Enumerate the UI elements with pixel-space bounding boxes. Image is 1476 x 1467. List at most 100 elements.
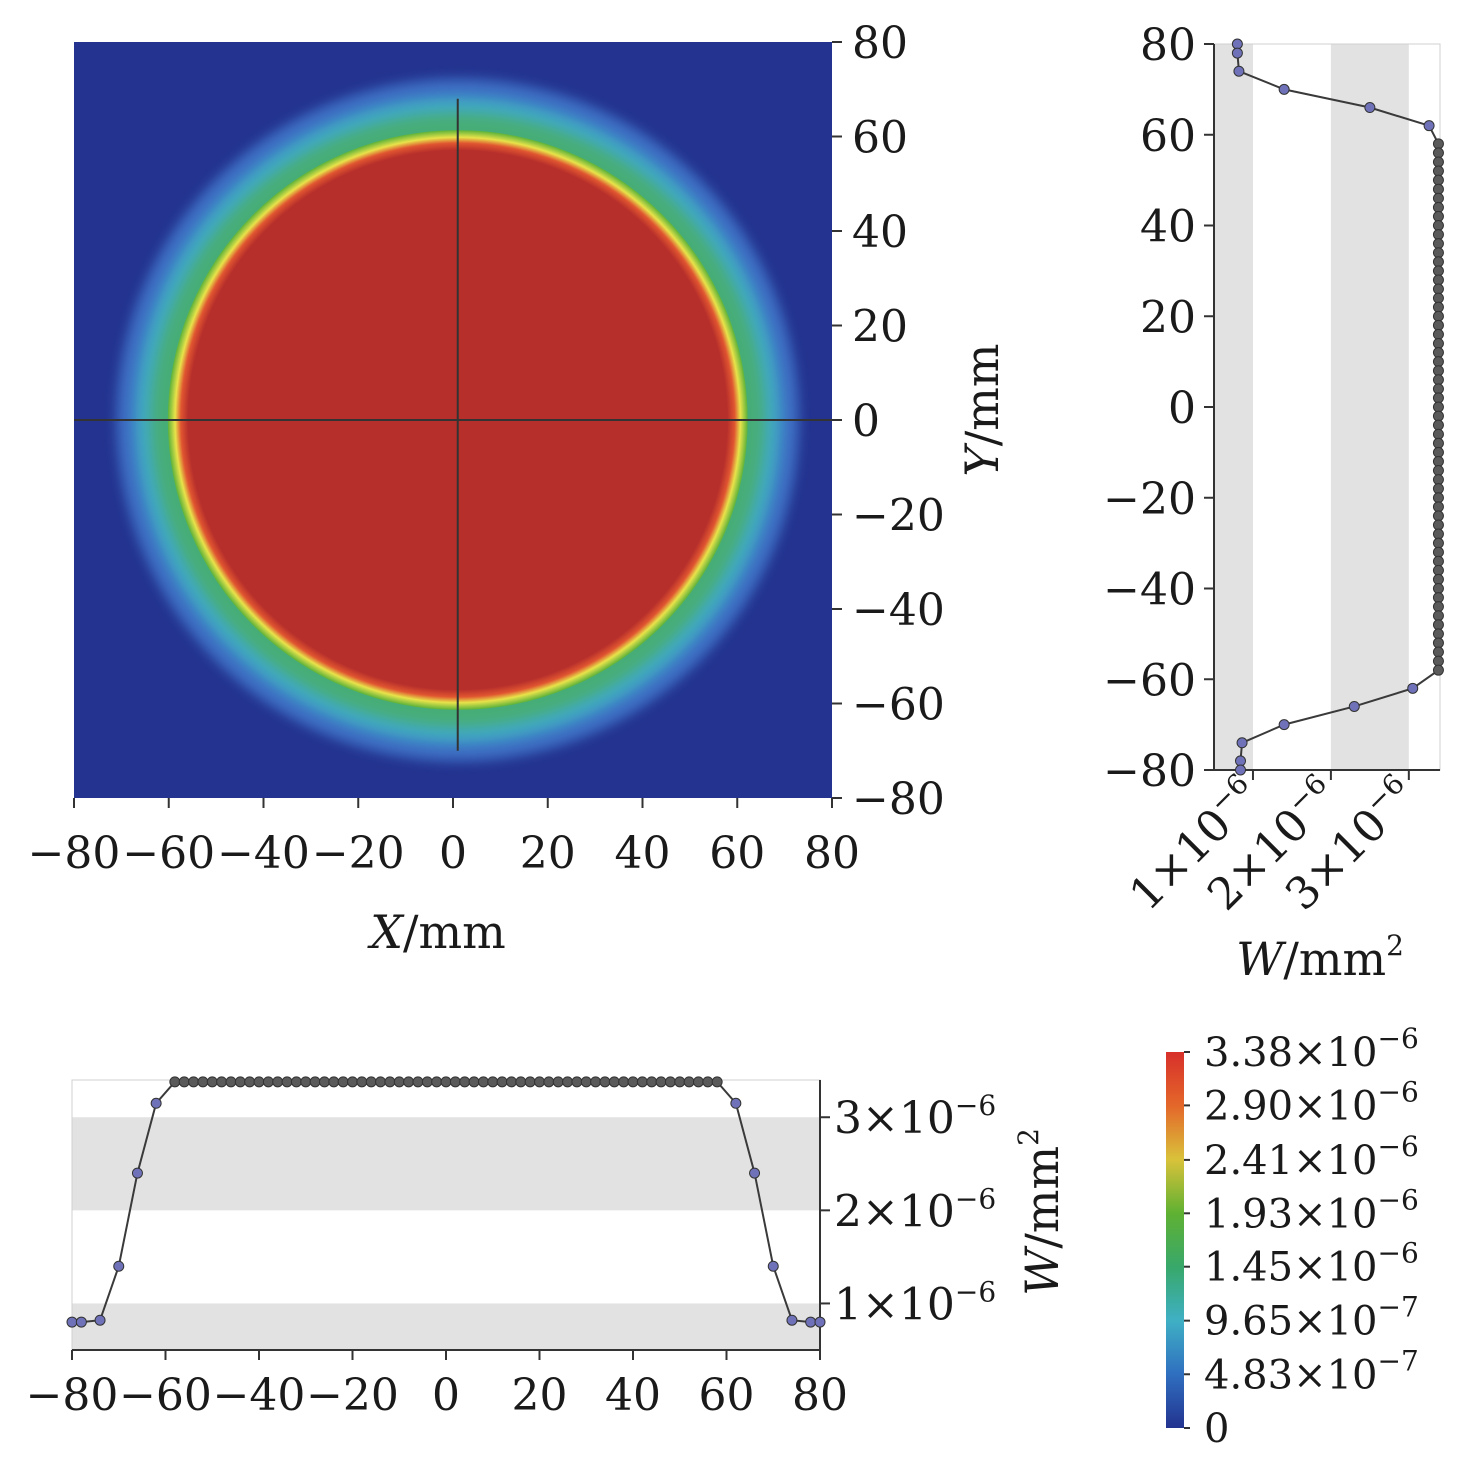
heatmap-y-tick-label: 60 <box>852 113 908 164</box>
horizontal-profile-point <box>253 1076 265 1088</box>
horizontal-profile-point <box>281 1076 293 1088</box>
heatmap-x-ticks: −80 −60 −40 −20 0 20 40 60 80 <box>28 798 860 879</box>
vertical-profile-point <box>1233 65 1245 77</box>
vertical-profile-point <box>1278 719 1290 731</box>
colorbar-label: 1.93×10−6 <box>1204 1183 1419 1237</box>
vertical-profile-point <box>1432 664 1444 676</box>
colorbar-label: 3.38×10−6 <box>1204 1022 1419 1076</box>
horizontal-profile-point <box>562 1076 574 1088</box>
horizontal-profile-point <box>225 1076 237 1088</box>
vertical-profile-points <box>1231 38 1444 776</box>
vertical-profile-point <box>1432 238 1444 250</box>
vertical-profile-point <box>1432 365 1444 377</box>
horizontal-profile-x-tick-label: −60 <box>119 1370 212 1421</box>
colorbar-label: 9.65×10−7 <box>1204 1291 1419 1345</box>
horizontal-profile-point <box>300 1076 312 1088</box>
horizontal-profile-point <box>664 1076 676 1088</box>
heatmap-x-tick-label: 60 <box>709 828 765 879</box>
vertical-profile-point <box>1432 374 1444 386</box>
vertical-profile-point <box>1432 655 1444 667</box>
vertical-profile-y-tick-label: 0 <box>1168 383 1196 434</box>
vertical-profile-point <box>1407 682 1419 694</box>
vertical-profile-y-tick-label: 40 <box>1140 202 1196 253</box>
colorbar-label: 2.41×10−6 <box>1204 1130 1419 1184</box>
horizontal-profile-point <box>534 1076 545 1088</box>
vertical-profile-point <box>1432 192 1444 204</box>
vertical-profile-point <box>1432 555 1444 567</box>
horizontal-profile-x-tick-label: −80 <box>26 1370 119 1421</box>
vertical-profile-point <box>1432 147 1444 159</box>
heatmap-x-tick-label: 80 <box>804 828 860 879</box>
vertical-profile-point <box>1432 256 1444 268</box>
horizontal-profile-points <box>66 1076 826 1328</box>
horizontal-profile-point <box>262 1076 274 1088</box>
vertical-profile-point <box>1432 610 1444 622</box>
vertical-profile-point <box>1432 210 1444 222</box>
horizontal-profile-point <box>216 1076 228 1088</box>
horizontal-profile-x-tick-label: −40 <box>213 1370 306 1421</box>
horizontal-profile-point <box>487 1076 499 1088</box>
horizontal-profile-point <box>440 1076 452 1088</box>
vertical-profile-point <box>1432 428 1444 440</box>
horizontal-profile-x-tick-label: 80 <box>792 1370 848 1421</box>
heatmap-y-tick-label: −60 <box>852 680 945 731</box>
vertical-profile-point <box>1432 474 1444 486</box>
vertical-profile-point <box>1432 455 1444 467</box>
heatmap-y-tick-label: −20 <box>852 491 945 542</box>
horizontal-profile-point <box>66 1316 78 1328</box>
horizontal-profile-point <box>786 1314 798 1326</box>
vertical-profile-point <box>1432 483 1444 495</box>
vertical-profile-point <box>1432 501 1444 513</box>
horizontal-profile-point <box>94 1314 106 1326</box>
heatmap-x-tick-label: −80 <box>28 828 121 879</box>
heatmap-y-tick-label: 0 <box>852 396 880 447</box>
horizontal-profile-point <box>431 1076 443 1088</box>
horizontal-profile-point <box>131 1167 143 1179</box>
horizontal-profile-point <box>580 1076 592 1088</box>
vertical-profile-point <box>1432 292 1444 304</box>
horizontal-profile-y-tick-label: 3×10−6 <box>834 1089 996 1144</box>
horizontal-profile-point <box>646 1076 658 1088</box>
horizontal-profile-point <box>403 1076 415 1088</box>
horizontal-profile-point <box>524 1076 536 1088</box>
vertical-profile-point <box>1432 337 1444 349</box>
vertical-profile-point <box>1432 347 1444 359</box>
horizontal-profile-point <box>309 1076 321 1088</box>
vertical-profile-point <box>1348 700 1360 712</box>
horizontal-profile-y-tick-label: 2×10−6 <box>834 1182 996 1237</box>
heatmap-x-tick-label: 0 <box>439 828 467 879</box>
colorbar-label: 1.45×10−6 <box>1204 1237 1419 1291</box>
horizontal-profile-point <box>627 1076 639 1088</box>
horizontal-profile-point <box>599 1076 611 1088</box>
horizontal-profile-point <box>206 1076 218 1088</box>
vertical-profile-y-ticks: 80 60 40 20 0 −20 −40 −60 −80 <box>1103 20 1214 797</box>
vertical-profile-point <box>1432 301 1444 313</box>
horizontal-profile-y-tick-label: 1×10−6 <box>834 1275 996 1330</box>
horizontal-profile-point <box>375 1076 387 1088</box>
vertical-profile-point <box>1432 183 1444 195</box>
horizontal-profile-x-tick-label: 60 <box>699 1370 755 1421</box>
vertical-profile-point <box>1432 229 1444 241</box>
horizontal-profile-y-ticks: 1×10−6 2×10−6 3×10−6 <box>820 1089 996 1330</box>
heatmap-x-tick-label: 20 <box>520 828 576 879</box>
horizontal-profile-x-tick-label: 0 <box>432 1370 460 1421</box>
horizontal-profile-point <box>412 1076 424 1088</box>
horizontal-profile-point <box>683 1076 695 1088</box>
vertical-profile-point <box>1432 601 1444 613</box>
vertical-profile-point <box>1432 510 1444 522</box>
vertical-profile-point <box>1432 328 1444 340</box>
horizontal-profile-point <box>814 1316 826 1328</box>
horizontal-profile-point <box>590 1076 602 1088</box>
vertical-profile-point <box>1432 410 1444 422</box>
horizontal-profile-point <box>290 1076 302 1088</box>
horizontal-profile-point <box>356 1076 368 1088</box>
vertical-profile-point <box>1432 310 1444 322</box>
vertical-profile-y-tick-label: 80 <box>1140 20 1196 71</box>
vertical-profile-point <box>1432 465 1444 477</box>
vertical-profile-point <box>1432 619 1444 631</box>
horizontal-profile-panel: −80 −60 −40 −20 0 20 40 60 80 1×10−6 2×10−6 3×10−6… <box>26 1076 1069 1421</box>
heatmap-y-tick-label: −40 <box>852 585 945 636</box>
vertical-profile-point <box>1432 265 1444 277</box>
vertical-profile-point <box>1432 573 1444 585</box>
vertical-profile-point <box>1432 356 1444 368</box>
